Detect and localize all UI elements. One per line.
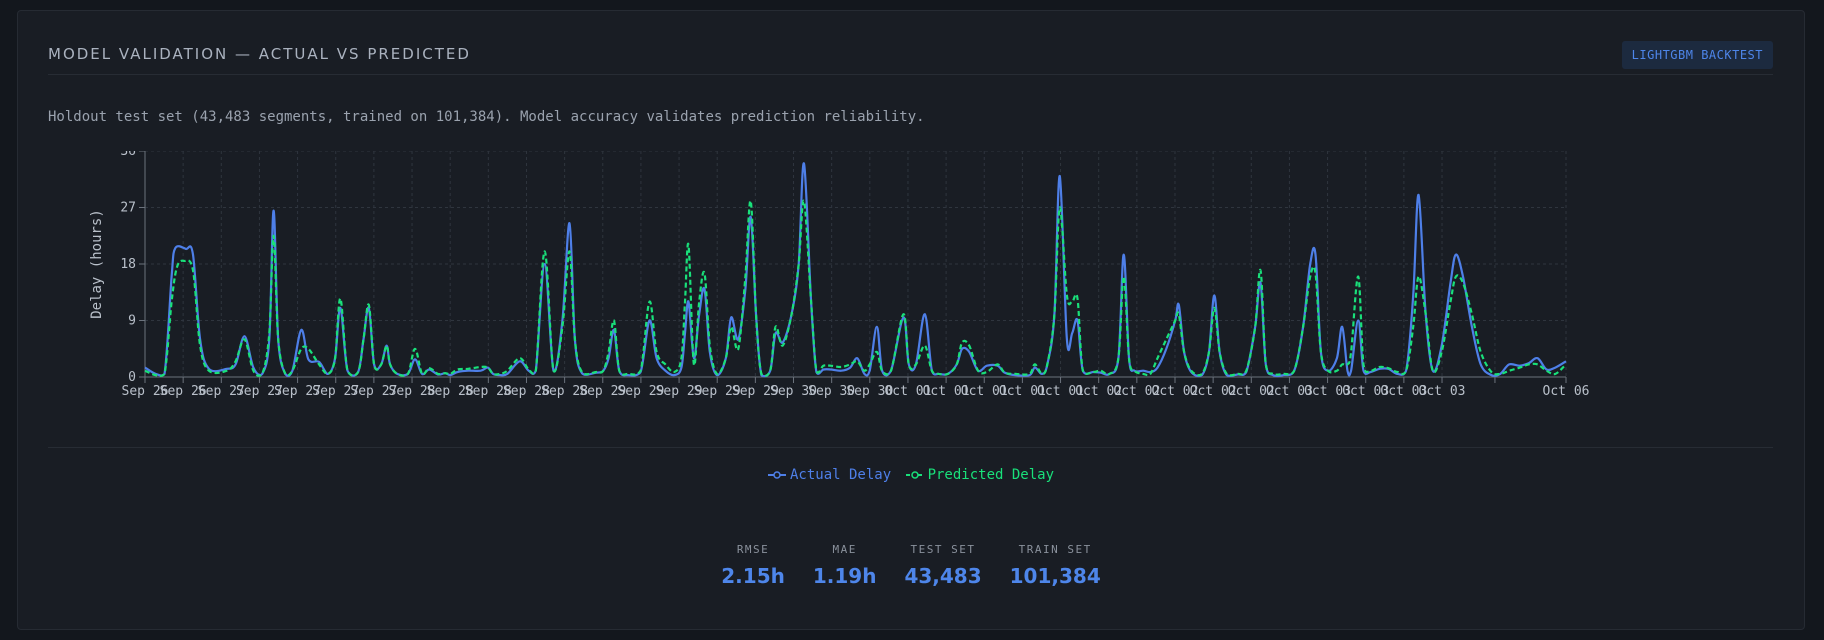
actual-line-icon — [767, 471, 786, 479]
x-tick-label: Oct 02 — [1113, 384, 1160, 399]
x-tick-label: Sep 28 — [389, 384, 436, 399]
x-tick-label: Oct 02 — [1228, 384, 1275, 399]
stat-rmse: RMSE 2.15h — [721, 543, 785, 588]
validation-card: MODEL VALIDATION — ACTUAL VS PREDICTED L… — [17, 10, 1805, 630]
x-tick-label: Sep 30 — [770, 384, 817, 399]
stat-label: MAE — [832, 543, 857, 556]
x-tick-label: Oct 03 — [1304, 384, 1351, 399]
x-tick-label: Oct 06 — [1543, 384, 1590, 399]
x-tick-label: Oct 01 — [961, 384, 1008, 399]
stat-label: TRAIN SET — [1018, 543, 1092, 556]
x-tick-label: Sep 28 — [503, 384, 550, 399]
legend-item-predicted[interactable]: Predicted Delay — [905, 467, 1055, 483]
y-tick-label: 27 — [120, 201, 136, 216]
stat-value: 43,483 — [904, 564, 982, 588]
x-tick-label: Sep 30 — [808, 384, 855, 399]
x-tick-label: Oct 02 — [1190, 384, 1237, 399]
stats-row: RMSE 2.15h MAE 1.19h TEST SET 43,483 TRA… — [18, 543, 1804, 588]
x-tick-label: Sep 27 — [312, 384, 359, 399]
x-tick-label: Oct 03 — [1266, 384, 1313, 399]
x-tick-label: Sep 29 — [579, 384, 626, 399]
x-tick-label: Sep 27 — [236, 384, 283, 399]
x-tick-label: Sep 29 — [617, 384, 664, 399]
x-tick-label: Sep 26 — [122, 384, 169, 399]
stat-value: 1.19h — [812, 564, 877, 588]
x-tick-label: Sep 30 — [846, 384, 893, 399]
header-divider — [48, 74, 1773, 75]
card-title: MODEL VALIDATION — ACTUAL VS PREDICTED — [48, 45, 471, 63]
x-tick-label: Sep 27 — [274, 384, 321, 399]
y-axis-label: Delay (hours) — [89, 209, 105, 319]
x-tick-label: Sep 27 — [198, 384, 245, 399]
x-tick-label: Sep 29 — [732, 384, 779, 399]
legend-item-actual[interactable]: Actual Delay — [767, 467, 892, 483]
x-tick-label: Oct 01 — [1037, 384, 1084, 399]
x-tick-label: Oct 02 — [1152, 384, 1199, 399]
card-subtitle: Holdout test set (43,483 segments, train… — [48, 109, 925, 125]
stat-value: 101,384 — [1009, 564, 1101, 588]
x-tick-label: Oct 01 — [884, 384, 931, 399]
x-tick-label: Sep 28 — [465, 384, 512, 399]
stat-mae: MAE 1.19h — [813, 543, 877, 588]
legend-label-predicted: Predicted Delay — [927, 467, 1055, 483]
model-badge: LIGHTGBM BACKTEST — [1621, 41, 1773, 69]
y-tick-label: 9 — [128, 314, 136, 329]
x-tick-label: Sep 28 — [541, 384, 588, 399]
predicted-line-icon — [905, 471, 924, 479]
x-tick-label: Oct 01 — [923, 384, 970, 399]
stats-divider — [48, 447, 1773, 448]
x-tick-label: Sep 29 — [694, 384, 741, 399]
x-tick-label: Oct 02 — [1075, 384, 1122, 399]
y-tick-label: 18 — [120, 257, 136, 272]
x-tick-label: Sep 26 — [160, 384, 207, 399]
y-tick-label: 0 — [128, 370, 136, 385]
legend-label-actual: Actual Delay — [789, 467, 892, 483]
x-tick-label: Oct 03 — [1380, 384, 1427, 399]
stat-label: RMSE — [736, 543, 770, 556]
x-tick-label: Oct 01 — [999, 384, 1046, 399]
x-tick-label: Oct 03 — [1342, 384, 1389, 399]
chart-legend: Actual Delay Predicted Delay — [18, 467, 1804, 484]
x-tick-label: Oct 03 — [1419, 384, 1466, 399]
stat-label: TEST SET — [910, 543, 976, 556]
series-line-predicted-delay — [144, 199, 1567, 378]
stat-train-set: TRAIN SET 101,384 — [1010, 543, 1101, 588]
x-tick-label: Sep 28 — [427, 384, 474, 399]
y-tick-label: 36 — [120, 151, 136, 159]
stat-test-set: TEST SET 43,483 — [904, 543, 981, 588]
stat-value: 2.15h — [721, 564, 785, 588]
x-tick-label: Sep 27 — [350, 384, 397, 399]
x-tick-label: Sep 29 — [656, 384, 703, 399]
